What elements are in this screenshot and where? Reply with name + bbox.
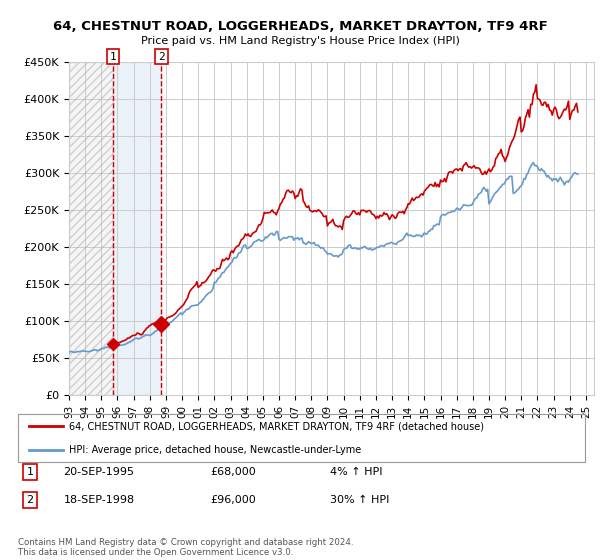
Text: 30% ↑ HPI: 30% ↑ HPI xyxy=(330,495,389,505)
Bar xyxy=(113,62,161,395)
Text: 64, CHESTNUT ROAD, LOGGERHEADS, MARKET DRAYTON, TF9 4RF: 64, CHESTNUT ROAD, LOGGERHEADS, MARKET D… xyxy=(53,20,547,32)
Text: 2: 2 xyxy=(158,52,165,62)
Bar xyxy=(69,62,113,395)
Text: £96,000: £96,000 xyxy=(211,495,257,505)
Bar xyxy=(69,62,113,395)
Text: HPI: Average price, detached house, Newcastle-under-Lyme: HPI: Average price, detached house, Newc… xyxy=(69,445,361,455)
Text: 4% ↑ HPI: 4% ↑ HPI xyxy=(330,467,382,477)
Text: 2: 2 xyxy=(26,495,34,505)
Text: Price paid vs. HM Land Registry's House Price Index (HPI): Price paid vs. HM Land Registry's House … xyxy=(140,36,460,46)
Text: 1: 1 xyxy=(26,467,34,477)
Text: 18-SEP-1998: 18-SEP-1998 xyxy=(64,495,134,505)
Text: 20-SEP-1995: 20-SEP-1995 xyxy=(64,467,134,477)
Text: £68,000: £68,000 xyxy=(211,467,257,477)
Text: Contains HM Land Registry data © Crown copyright and database right 2024.
This d: Contains HM Land Registry data © Crown c… xyxy=(18,538,353,557)
Text: 64, CHESTNUT ROAD, LOGGERHEADS, MARKET DRAYTON, TF9 4RF (detached house): 64, CHESTNUT ROAD, LOGGERHEADS, MARKET D… xyxy=(69,421,484,431)
Text: 1: 1 xyxy=(110,52,116,62)
